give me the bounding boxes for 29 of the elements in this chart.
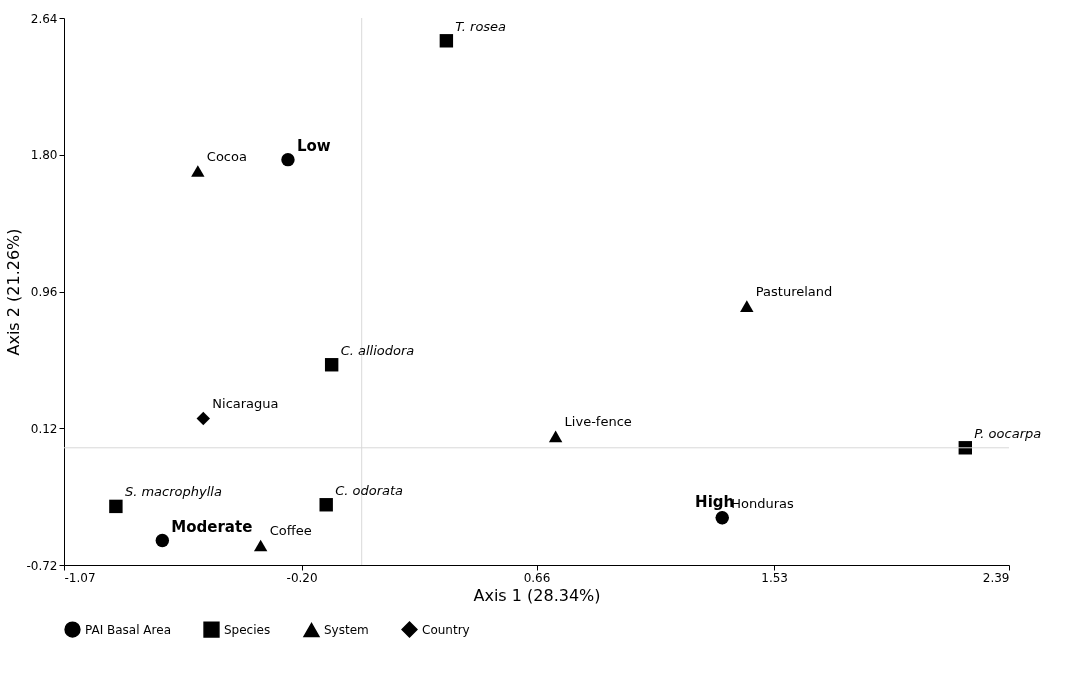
y-axis-title: Axis 2 (21.26%) — [4, 228, 24, 356]
y-tick-label: -0.72 — [26, 558, 58, 573]
x-tick-label: 0.66 — [523, 570, 551, 585]
x-tick-label: 1.53 — [761, 570, 788, 585]
data-label: Low — [296, 136, 331, 155]
data-label: P. oocarpa — [974, 425, 1042, 441]
legend-label: Species — [224, 622, 271, 637]
y-tick-label: 2.64 — [30, 11, 58, 26]
data-label: Coffee — [269, 523, 312, 539]
data-label: C. alliodora — [340, 342, 415, 358]
data-label: Nicaragua — [212, 396, 279, 412]
data-label: T. rosea — [455, 18, 507, 34]
y-tick-label: 1.80 — [30, 148, 58, 163]
data-label: Live-fence — [564, 414, 632, 430]
data-label: Moderate — [171, 517, 253, 536]
x-tick-label: 2.39 — [982, 570, 1010, 585]
legend-label: System — [324, 623, 369, 638]
data-label: Cocoa — [206, 149, 247, 165]
data-label: Pastureland — [755, 284, 833, 300]
y-tick-label: 0.96 — [30, 285, 58, 299]
x-axis-title: Axis 1 (28.34%) — [473, 585, 601, 605]
data-label: C. odorata — [335, 482, 404, 498]
legend-label: PAI Basal Area — [85, 622, 171, 637]
x-tick-label: -1.07 — [64, 570, 96, 585]
data-label: S. macrophylla — [124, 484, 222, 500]
x-tick-label: -0.20 — [286, 570, 318, 585]
legend-label: Country — [422, 622, 470, 637]
data-label: Honduras — [731, 495, 794, 511]
y-tick-label: 0.12 — [30, 421, 58, 436]
